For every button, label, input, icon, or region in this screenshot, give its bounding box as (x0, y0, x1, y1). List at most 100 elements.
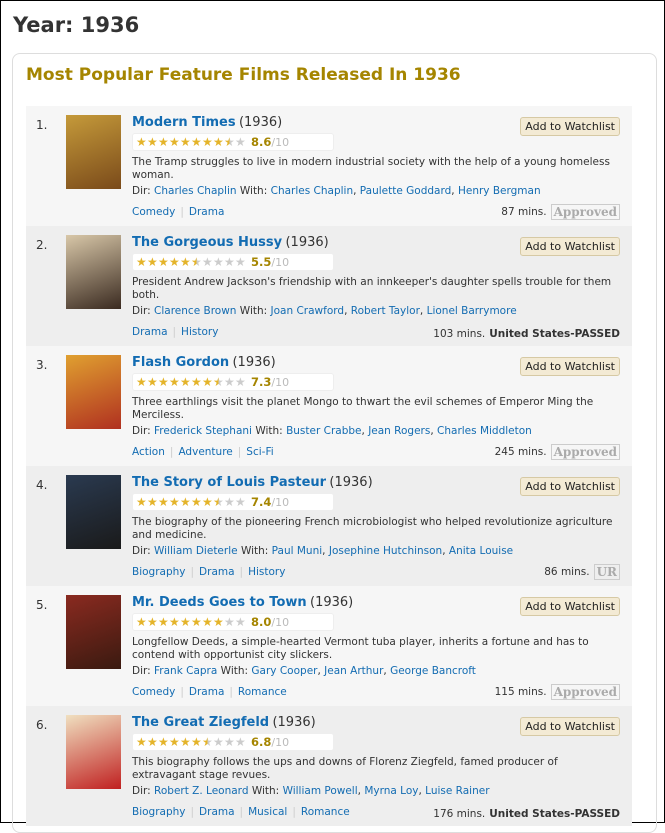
star-icon[interactable]: ★ (224, 375, 235, 389)
genre-link[interactable]: Sci-Fi (246, 446, 274, 458)
genre-link[interactable]: Comedy (132, 686, 176, 698)
film-title-link[interactable]: The Great Ziegfeld (132, 715, 270, 730)
add-to-watchlist-button[interactable]: Add to Watchlist (520, 117, 620, 136)
star-icon[interactable]: ★ (169, 615, 180, 629)
genre-link[interactable]: Romance (237, 686, 287, 698)
movie-poster[interactable] (66, 715, 121, 789)
star-icon[interactable]: ★ (169, 375, 180, 389)
add-to-watchlist-button[interactable]: Add to Watchlist (520, 237, 620, 256)
director-link[interactable]: Frank Capra (154, 665, 218, 677)
star-icon[interactable]: ★ (202, 375, 213, 389)
genre-link[interactable]: Comedy (132, 206, 176, 218)
star-icon[interactable]: ★ (180, 495, 191, 509)
star-icon[interactable]: ★ (158, 735, 169, 749)
star-icon[interactable]: ★ (235, 255, 246, 269)
star-icon[interactable]: ★ (202, 255, 213, 269)
film-title-link[interactable]: Mr. Deeds Goes to Town (132, 595, 307, 610)
cast-link[interactable]: Joan Crawford (270, 305, 345, 317)
cast-link[interactable]: Luise Rainer (425, 785, 490, 797)
star-icon[interactable]: ★ (136, 615, 147, 629)
star-rating[interactable]: ★ ★ ★ ★ ★ ★ ★ ★ ★ ★ 5.5/10 (132, 253, 334, 271)
director-link[interactable]: Charles Chaplin (154, 185, 237, 197)
cast-link[interactable]: Charles Middleton (437, 425, 532, 437)
star-rating[interactable]: ★ ★ ★ ★ ★ ★ ★ ★ ★ ★ 6.8/10 (132, 733, 334, 751)
film-title-link[interactable]: The Gorgeous Hussy (132, 235, 283, 250)
star-icon[interactable]: ★ (158, 255, 169, 269)
star-icon[interactable]: ★ (136, 495, 147, 509)
star-icon[interactable]: ★ (136, 255, 147, 269)
cast-link[interactable]: Charles Chaplin (270, 185, 354, 197)
director-link[interactable]: Clarence Brown (154, 305, 237, 317)
add-to-watchlist-button[interactable]: Add to Watchlist (520, 477, 620, 496)
star-icon[interactable]: ★ (147, 255, 158, 269)
genre-link[interactable]: Drama (188, 206, 225, 218)
star-icon[interactable]: ★ (191, 495, 202, 509)
cast-link[interactable]: William Powell (282, 785, 358, 797)
cast-link[interactable]: Lionel Barrymore (426, 305, 517, 317)
star-icon[interactable]: ★ (213, 735, 224, 749)
star-icon[interactable]: ★ (147, 615, 158, 629)
genre-link[interactable]: Musical (248, 806, 288, 818)
movie-poster[interactable] (66, 235, 121, 309)
cast-link[interactable]: Jean Arthur (324, 665, 384, 677)
director-link[interactable]: Robert Z. Leonard (154, 785, 249, 797)
star-icon[interactable]: ★ (235, 495, 246, 509)
star-icon[interactable]: ★ (191, 135, 202, 149)
star-icon[interactable]: ★ (202, 615, 213, 629)
movie-poster[interactable] (66, 475, 121, 549)
cast-link[interactable]: Henry Bergman (457, 185, 541, 197)
star-icon[interactable]: ★ (202, 135, 213, 149)
star-icon[interactable]: ★ (158, 375, 169, 389)
star-icon[interactable]: ★ (224, 495, 235, 509)
star-icon[interactable]: ★ (235, 135, 246, 149)
genre-link[interactable]: History (248, 566, 286, 578)
star-icon[interactable]: ★ (213, 615, 224, 629)
star-icon[interactable]: ★ (235, 375, 246, 389)
genre-link[interactable]: Biography (132, 806, 186, 818)
cast-link[interactable]: Buster Crabbe (286, 425, 362, 437)
film-title-link[interactable]: Flash Gordon (132, 355, 230, 370)
genre-link[interactable]: Drama (199, 566, 235, 578)
genre-link[interactable]: Adventure (178, 446, 233, 458)
cast-link[interactable]: Robert Taylor (350, 305, 420, 317)
add-to-watchlist-button[interactable]: Add to Watchlist (520, 357, 620, 376)
star-icon[interactable]: ★ (147, 495, 158, 509)
add-to-watchlist-button[interactable]: Add to Watchlist (520, 717, 620, 736)
film-title-link[interactable]: Modern Times (132, 115, 236, 130)
star-icon[interactable]: ★ (202, 495, 213, 509)
star-icon[interactable]: ★ (169, 495, 180, 509)
star-rating[interactable]: ★ ★ ★ ★ ★ ★ ★ ★ ★ ★ 8.0/10 (132, 613, 334, 631)
cast-link[interactable]: Paulette Goddard (359, 185, 452, 197)
genre-link[interactable]: Drama (188, 686, 225, 698)
star-icon[interactable]: ★ (191, 255, 202, 269)
cast-link[interactable]: Josephine Hutchinson (328, 545, 443, 557)
cast-link[interactable]: Jean Rogers (368, 425, 431, 437)
add-to-watchlist-button[interactable]: Add to Watchlist (520, 597, 620, 616)
star-icon[interactable]: ★ (180, 615, 191, 629)
genre-link[interactable]: Action (132, 446, 165, 458)
genre-link[interactable]: History (181, 326, 219, 338)
star-icon[interactable]: ★ (158, 495, 169, 509)
star-rating[interactable]: ★ ★ ★ ★ ★ ★ ★ ★ ★ ★ 7.3/10 (132, 373, 334, 391)
cast-link[interactable]: George Bancroft (390, 665, 476, 677)
star-icon[interactable]: ★ (213, 255, 224, 269)
genre-link[interactable]: Drama (132, 326, 168, 338)
cast-link[interactable]: Paul Muni (271, 545, 323, 557)
star-icon[interactable]: ★ (147, 135, 158, 149)
star-icon[interactable]: ★ (224, 615, 235, 629)
movie-poster[interactable] (66, 355, 121, 429)
star-icon[interactable]: ★ (180, 255, 191, 269)
movie-poster[interactable] (66, 595, 121, 669)
star-icon[interactable]: ★ (202, 735, 213, 749)
star-icon[interactable]: ★ (147, 375, 158, 389)
director-link[interactable]: William Dieterle (154, 545, 238, 557)
movie-poster[interactable] (66, 115, 121, 189)
genre-link[interactable]: Romance (300, 806, 350, 818)
star-icon[interactable]: ★ (136, 735, 147, 749)
star-icon[interactable]: ★ (169, 135, 180, 149)
star-icon[interactable]: ★ (213, 495, 224, 509)
star-icon[interactable]: ★ (169, 255, 180, 269)
cast-link[interactable]: Gary Cooper (251, 665, 318, 677)
star-icon[interactable]: ★ (136, 375, 147, 389)
star-icon[interactable]: ★ (224, 135, 235, 149)
